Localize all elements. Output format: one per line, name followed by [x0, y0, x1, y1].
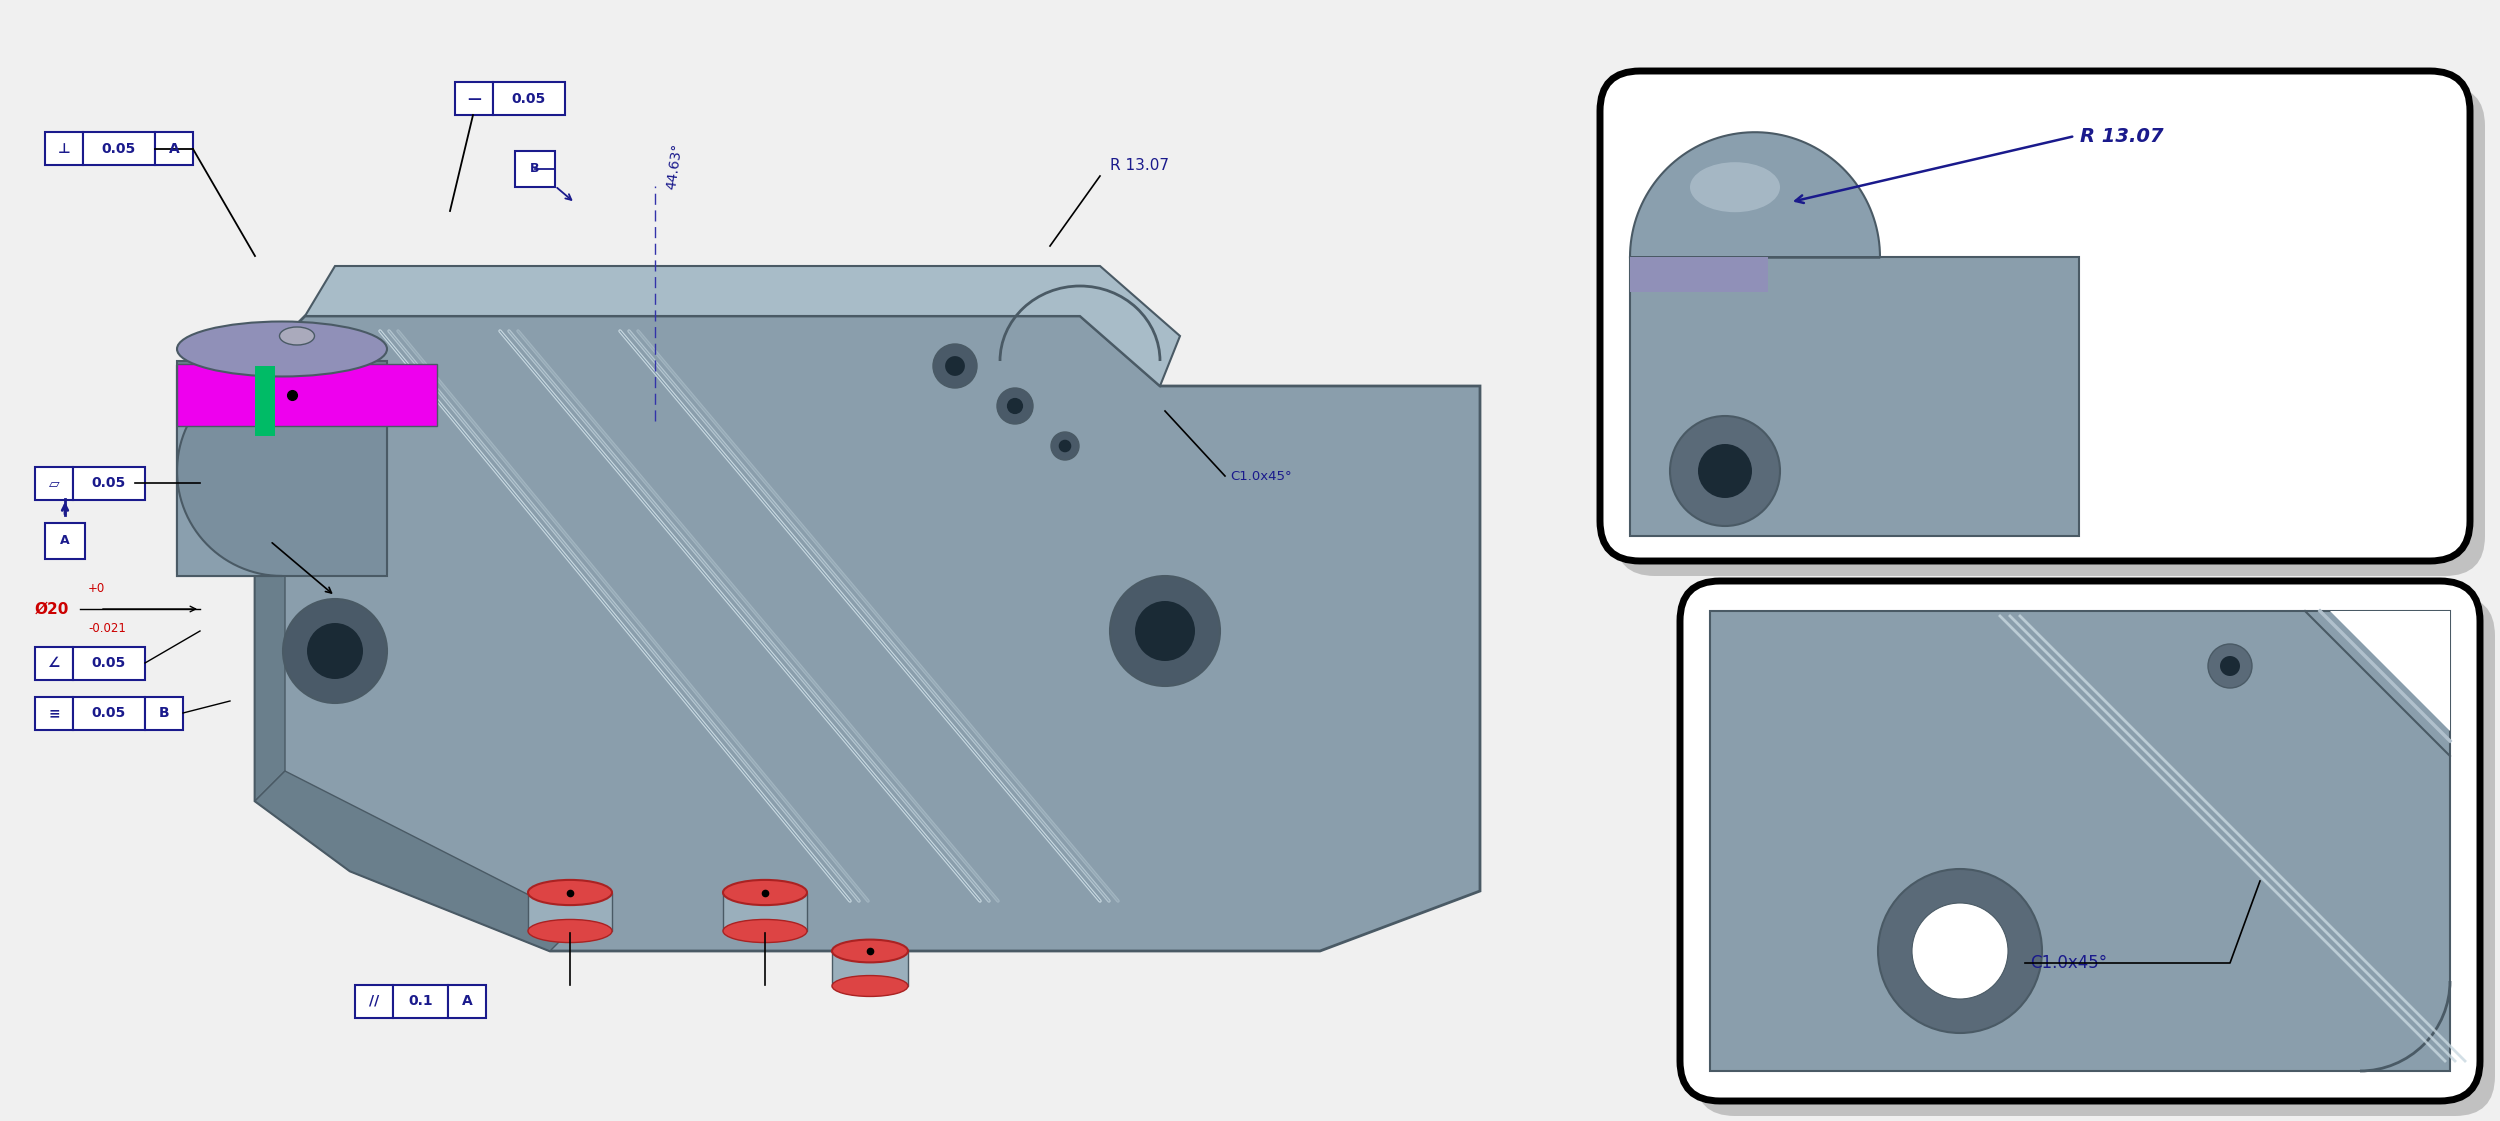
Text: 0.05: 0.05 [102, 142, 135, 156]
Bar [35, 696, 72, 730]
Text: A: A [168, 142, 180, 156]
Polygon shape [255, 771, 580, 951]
Bar [72, 647, 145, 679]
Circle shape [1878, 869, 2042, 1032]
Text: B: B [530, 163, 540, 176]
Text: C1.0x45°: C1.0x45° [1230, 470, 1292, 482]
Bar [455, 83, 493, 115]
Ellipse shape [528, 880, 612, 905]
Circle shape [1698, 444, 1752, 498]
Text: A: A [462, 994, 472, 1008]
Ellipse shape [722, 880, 808, 905]
Bar [72, 466, 145, 500]
Ellipse shape [722, 919, 808, 943]
Text: -0.021: -0.021 [88, 622, 125, 636]
Bar [448, 984, 485, 1018]
Circle shape [945, 356, 965, 376]
Text: ⊥: ⊥ [58, 142, 70, 156]
Ellipse shape [528, 919, 612, 943]
Text: C1.0x45°: C1.0x45° [2030, 954, 2108, 972]
Bar [45, 524, 85, 559]
Circle shape [932, 344, 978, 388]
Text: 0.05: 0.05 [512, 92, 545, 106]
Text: Ø20: Ø20 [35, 602, 70, 617]
Polygon shape [1630, 132, 1880, 257]
Polygon shape [177, 365, 388, 576]
Polygon shape [2330, 611, 2450, 731]
Circle shape [1110, 576, 1220, 686]
Text: A: A [60, 535, 70, 547]
Polygon shape [1630, 257, 2078, 536]
Bar [492, 83, 565, 115]
Circle shape [1670, 416, 1780, 526]
Circle shape [1058, 439, 1072, 452]
Text: //: // [370, 994, 380, 1008]
FancyBboxPatch shape [1615, 86, 2485, 576]
Text: ▱: ▱ [48, 476, 60, 490]
Text: R 13.07: R 13.07 [1110, 158, 1170, 174]
Ellipse shape [832, 975, 907, 997]
Ellipse shape [832, 939, 907, 963]
Polygon shape [305, 266, 1180, 386]
Polygon shape [255, 336, 285, 802]
Circle shape [1008, 398, 1022, 414]
Polygon shape [177, 361, 388, 571]
Text: 0.05: 0.05 [92, 706, 125, 720]
Polygon shape [1630, 257, 1767, 291]
Bar [145, 696, 182, 730]
Bar [515, 151, 555, 187]
Polygon shape [255, 316, 1480, 951]
Bar [72, 696, 145, 730]
Text: —: — [468, 92, 480, 106]
Text: 44.63°: 44.63° [665, 142, 685, 189]
Text: R 13.07: R 13.07 [2080, 127, 2162, 146]
Polygon shape [528, 892, 612, 932]
Bar [35, 466, 72, 500]
Polygon shape [177, 364, 438, 426]
Bar [45, 132, 82, 166]
Circle shape [1912, 904, 2008, 999]
Circle shape [1135, 601, 1195, 661]
Polygon shape [177, 365, 282, 576]
Polygon shape [1710, 611, 2450, 1071]
Circle shape [998, 388, 1032, 424]
Circle shape [2220, 656, 2240, 676]
Ellipse shape [1690, 163, 1780, 212]
Circle shape [308, 623, 362, 679]
Ellipse shape [280, 327, 315, 345]
Bar [155, 132, 192, 166]
Text: +0: +0 [88, 583, 105, 595]
Text: ≡: ≡ [48, 706, 60, 720]
Circle shape [1050, 432, 1080, 460]
Text: ∠: ∠ [48, 656, 60, 670]
Polygon shape [832, 951, 907, 986]
Bar [82, 132, 155, 166]
Circle shape [282, 599, 388, 703]
Text: 0.05: 0.05 [92, 476, 125, 490]
Polygon shape [722, 892, 808, 932]
Bar [355, 984, 392, 1018]
Polygon shape [255, 365, 275, 436]
Bar [392, 984, 448, 1018]
Text: 0.1: 0.1 [408, 994, 432, 1008]
Text: 0.05: 0.05 [92, 656, 125, 670]
Ellipse shape [177, 322, 388, 377]
Text: B: B [158, 706, 170, 720]
FancyBboxPatch shape [1695, 596, 2495, 1117]
Circle shape [2208, 643, 2252, 688]
FancyBboxPatch shape [1600, 71, 2470, 560]
FancyBboxPatch shape [1680, 581, 2480, 1101]
Bar [35, 647, 72, 679]
